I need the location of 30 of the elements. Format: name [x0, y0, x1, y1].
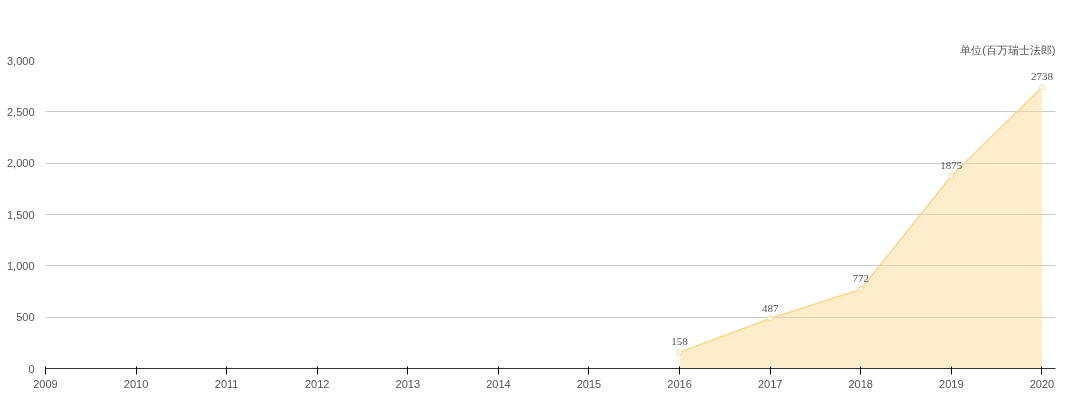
data-label: 1875	[940, 159, 963, 171]
y-tick-label: 2,000	[6, 157, 35, 170]
x-tick-label: 2009	[33, 377, 58, 390]
x-tick-label: 2010	[123, 377, 149, 390]
y-tick-label: 500	[16, 311, 35, 324]
data-label: 158	[671, 335, 689, 348]
x-tick-label: 2020	[1029, 377, 1055, 390]
y-tick-label: 3,000	[6, 54, 35, 67]
x-tick-label: 2011	[214, 377, 239, 390]
x-tick-label: 2016	[667, 377, 692, 390]
point	[857, 286, 864, 293]
x-tick-label: 2015	[576, 377, 602, 390]
x-tick-label: 2018	[848, 377, 873, 390]
y-tick-label: 1,000	[6, 259, 35, 272]
point	[1038, 84, 1045, 91]
x-tick-label: 2014	[486, 377, 511, 390]
data-label: 2738	[1030, 70, 1054, 83]
x-tick-label: 2012	[305, 377, 330, 390]
point	[676, 349, 683, 356]
y-tick-label: 1,500	[6, 208, 35, 221]
x-tick-label: 2019	[939, 377, 964, 390]
data-label: 487	[761, 301, 779, 314]
x-tick-label: 2013	[395, 377, 421, 390]
text: 单位(百万瑞士法郎)	[960, 43, 1056, 56]
x-tick-label: 2017	[757, 377, 783, 390]
y-tick-label: 2,500	[6, 105, 35, 118]
point	[948, 173, 955, 179]
y-tick-label: 0	[28, 362, 35, 375]
point	[767, 315, 774, 322]
data-label: 772	[852, 272, 869, 285]
